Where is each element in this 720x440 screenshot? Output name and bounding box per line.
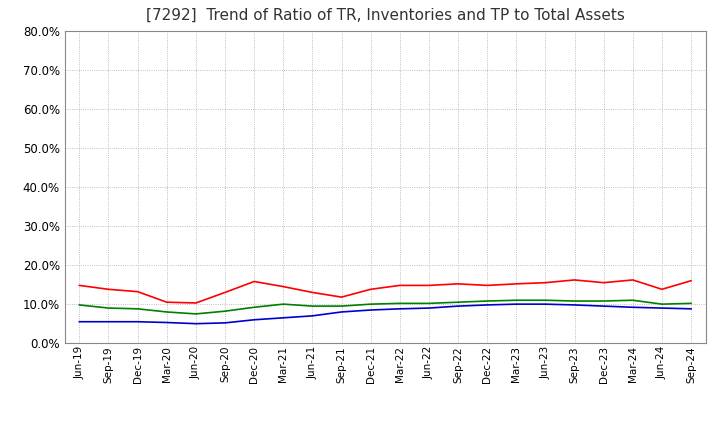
Trade Payables	[541, 297, 550, 303]
Inventories	[395, 306, 404, 312]
Trade Receivables	[629, 277, 637, 282]
Inventories	[629, 304, 637, 310]
Inventories	[337, 309, 346, 315]
Trade Payables	[395, 301, 404, 306]
Inventories	[657, 305, 666, 311]
Inventories	[75, 319, 84, 324]
Inventories	[192, 321, 200, 326]
Trade Payables	[657, 301, 666, 307]
Trade Payables	[308, 304, 317, 309]
Inventories	[250, 317, 258, 323]
Title: [7292]  Trend of Ratio of TR, Inventories and TP to Total Assets: [7292] Trend of Ratio of TR, Inventories…	[145, 7, 625, 23]
Inventories	[308, 313, 317, 319]
Trade Payables	[425, 301, 433, 306]
Inventories	[483, 302, 492, 308]
Trade Receivables	[570, 277, 579, 282]
Inventories	[512, 301, 521, 307]
Trade Receivables	[657, 287, 666, 292]
Trade Payables	[250, 304, 258, 310]
Inventories	[570, 302, 579, 308]
Inventories	[133, 319, 142, 324]
Inventories	[220, 320, 229, 326]
Trade Receivables	[337, 294, 346, 300]
Line: Trade Payables: Trade Payables	[79, 300, 691, 314]
Inventories	[425, 305, 433, 311]
Trade Receivables	[483, 283, 492, 288]
Inventories	[104, 319, 113, 324]
Trade Payables	[483, 298, 492, 304]
Trade Payables	[366, 301, 375, 307]
Line: Inventories: Inventories	[79, 304, 691, 324]
Trade Receivables	[133, 289, 142, 294]
Inventories	[687, 306, 696, 312]
Trade Receivables	[541, 280, 550, 285]
Trade Payables	[629, 297, 637, 303]
Inventories	[454, 304, 462, 309]
Trade Receivables	[512, 281, 521, 286]
Trade Payables	[220, 308, 229, 314]
Trade Payables	[337, 304, 346, 309]
Inventories	[599, 304, 608, 309]
Trade Receivables	[366, 287, 375, 292]
Inventories	[279, 315, 287, 320]
Trade Payables	[163, 309, 171, 315]
Trade Payables	[512, 297, 521, 303]
Inventories	[163, 320, 171, 325]
Trade Receivables	[104, 287, 113, 292]
Trade Payables	[570, 298, 579, 304]
Trade Payables	[454, 300, 462, 305]
Trade Payables	[75, 302, 84, 308]
Trade Payables	[687, 301, 696, 306]
Trade Receivables	[163, 300, 171, 305]
Trade Payables	[133, 306, 142, 312]
Trade Receivables	[425, 283, 433, 288]
Trade Receivables	[687, 278, 696, 283]
Inventories	[366, 308, 375, 313]
Line: Trade Receivables: Trade Receivables	[79, 280, 691, 303]
Inventories	[541, 301, 550, 307]
Trade Payables	[279, 301, 287, 307]
Trade Payables	[104, 305, 113, 311]
Trade Payables	[192, 311, 200, 316]
Trade Receivables	[395, 283, 404, 288]
Trade Receivables	[220, 290, 229, 295]
Trade Receivables	[250, 279, 258, 284]
Trade Receivables	[279, 284, 287, 289]
Trade Receivables	[308, 290, 317, 295]
Trade Receivables	[454, 281, 462, 286]
Trade Payables	[599, 298, 608, 304]
Trade Receivables	[75, 283, 84, 288]
Trade Receivables	[192, 301, 200, 306]
Trade Receivables	[599, 280, 608, 285]
